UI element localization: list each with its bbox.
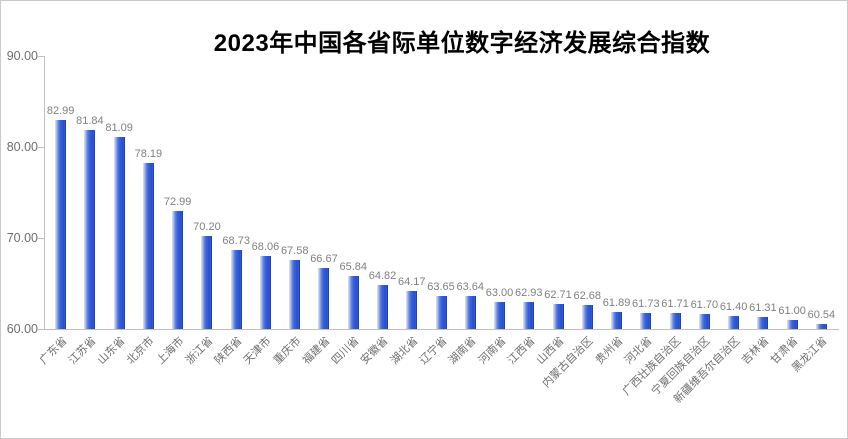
- x-axis-label: 安徽省: [359, 335, 391, 367]
- bar[interactable]: [113, 137, 125, 329]
- bar[interactable]: [84, 130, 96, 329]
- x-axis-label: 辽宁省: [417, 335, 450, 367]
- x-axis-label: 广东省: [37, 335, 70, 367]
- x-axis-label: 重庆市: [271, 335, 304, 367]
- bar-value-label: 60.54: [807, 309, 836, 322]
- bar[interactable]: [698, 313, 710, 329]
- bar-value-label: 63.00: [485, 286, 514, 299]
- x-axis-label: 江苏省: [66, 335, 99, 367]
- bar[interactable]: [815, 324, 827, 329]
- bar[interactable]: [728, 316, 740, 329]
- bar-value-label: 81.09: [105, 122, 133, 135]
- x-axis-label: 吉林省: [739, 335, 772, 367]
- bar-value-label: 61.00: [778, 304, 806, 317]
- bar[interactable]: [669, 313, 681, 329]
- x-axis-label: 贵州省: [593, 335, 626, 367]
- bar[interactable]: [552, 304, 564, 329]
- x-axis-label: 北京市: [125, 335, 157, 367]
- bar-value-label: 62.93: [515, 287, 543, 300]
- bar[interactable]: [494, 301, 506, 329]
- bar[interactable]: [581, 304, 593, 329]
- chart-title: 2023年中国各省际单位数字经济发展综合指数: [213, 30, 711, 57]
- y-axis-tick: [38, 56, 44, 57]
- x-axis-label: 天津市: [242, 335, 274, 367]
- bar[interactable]: [201, 236, 213, 329]
- bar[interactable]: [318, 268, 330, 329]
- x-axis-label: 浙江省: [183, 335, 216, 367]
- bar-value-label: 61.89: [602, 296, 631, 309]
- x-axis-label: 河南省: [476, 335, 509, 367]
- bar-value-label: 67.58: [280, 245, 309, 258]
- bar[interactable]: [406, 291, 418, 329]
- x-axis-label: 湖北省: [388, 335, 421, 367]
- bar-value-label: 62.68: [573, 289, 602, 302]
- y-axis-tick: [38, 329, 44, 330]
- bar[interactable]: [230, 249, 242, 329]
- bar[interactable]: [347, 275, 359, 329]
- x-axis-label: 四川省: [329, 335, 362, 367]
- bar-value-label: 72.99: [163, 195, 192, 208]
- bar-value-label: 61.40: [719, 301, 748, 314]
- bar-value-label: 64.82: [368, 270, 397, 283]
- bar-value-label: 63.65: [427, 280, 455, 293]
- bar-value-label: 64.17: [397, 276, 426, 289]
- y-axis-line: [44, 56, 45, 329]
- bar-value-label: 78.19: [134, 148, 163, 161]
- bar[interactable]: [376, 285, 388, 329]
- bar-value-label: 66.67: [310, 253, 338, 266]
- bar[interactable]: [757, 317, 769, 329]
- bar-value-label: 82.99: [46, 104, 75, 117]
- x-axis-label: 福建省: [300, 335, 333, 367]
- x-axis-label: 湖南省: [446, 335, 479, 367]
- bar[interactable]: [142, 163, 154, 329]
- bar-value-label: 81.84: [76, 115, 104, 128]
- bar[interactable]: [435, 295, 447, 329]
- bar-value-label: 61.73: [632, 298, 660, 311]
- bar-value-label: 62.71: [544, 289, 572, 302]
- x-axis-label: 山东省: [95, 335, 128, 367]
- bar-value-label: 61.70: [690, 298, 719, 311]
- y-axis-tick: [38, 147, 44, 148]
- bar[interactable]: [786, 319, 798, 329]
- y-axis-tick-label: 90.00: [6, 49, 38, 63]
- bar[interactable]: [464, 295, 476, 329]
- bar[interactable]: [259, 255, 271, 329]
- bar[interactable]: [55, 119, 67, 329]
- y-axis-tick-label: 70.00: [6, 231, 38, 245]
- bar-value-label: 63.64: [456, 280, 485, 293]
- y-axis-tick-label: 80.00: [6, 140, 38, 154]
- bar-value-label: 61.71: [661, 298, 689, 311]
- bar-value-label: 68.06: [251, 240, 280, 253]
- bar-value-label: 65.84: [339, 260, 367, 273]
- y-axis-tick: [38, 238, 44, 239]
- x-axis-label: 上海市: [154, 335, 187, 367]
- bar-value-label: 70.20: [193, 221, 221, 234]
- bar[interactable]: [640, 313, 652, 329]
- x-axis-label: 江西省: [505, 335, 538, 367]
- bar[interactable]: [172, 210, 184, 329]
- bar[interactable]: [611, 311, 623, 329]
- x-axis-line: [44, 329, 839, 330]
- bar-value-label: 68.73: [222, 234, 250, 247]
- x-axis-label: 陕西省: [212, 335, 245, 367]
- bar[interactable]: [289, 260, 301, 329]
- bar-value-label: 61.31: [749, 302, 777, 315]
- y-axis-tick-label: 60.00: [6, 322, 38, 336]
- bar[interactable]: [523, 302, 535, 329]
